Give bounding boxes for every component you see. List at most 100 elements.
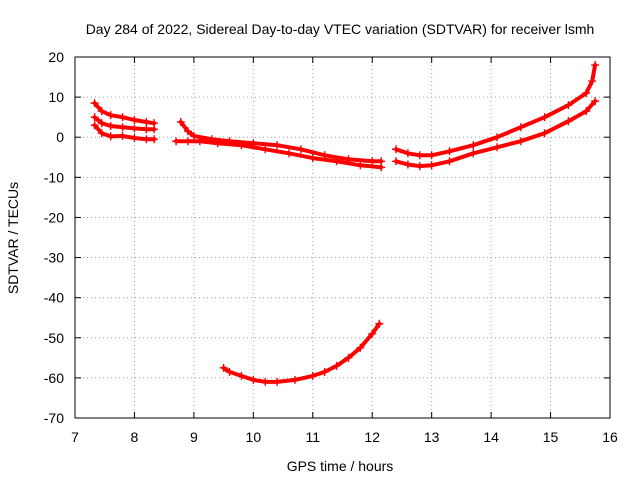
- data-point-marker: [150, 125, 159, 134]
- data-point-marker: [90, 99, 99, 108]
- data-point-marker: [493, 143, 502, 152]
- data-point-marker: [427, 151, 436, 160]
- data-point-marker: [237, 371, 246, 380]
- data-point-marker: [142, 125, 151, 134]
- data-point-marker: [540, 113, 549, 122]
- series-trail: [92, 101, 157, 126]
- series-arc-2b: [172, 137, 386, 172]
- data-point-marker: [368, 157, 377, 166]
- x-tick-label: 15: [543, 429, 559, 445]
- x-tick-label: 13: [424, 429, 440, 445]
- data-point-marker: [403, 149, 412, 158]
- y-tick-label: -30: [44, 250, 64, 266]
- data-point-marker: [290, 375, 299, 384]
- data-point-marker: [273, 141, 282, 150]
- x-tick-label: 16: [602, 429, 618, 445]
- data-point-marker: [564, 101, 573, 110]
- series-trail: [394, 63, 598, 158]
- y-tick-label: -50: [44, 330, 64, 346]
- series-layer: [90, 61, 600, 386]
- data-point-marker: [130, 124, 139, 133]
- data-point-marker: [225, 367, 234, 376]
- data-point-marker: [183, 127, 192, 136]
- data-point-marker: [237, 141, 246, 150]
- data-point-marker: [516, 137, 525, 146]
- data-point-marker: [90, 113, 99, 122]
- series-arc-4: [219, 319, 384, 386]
- data-point-marker: [150, 135, 159, 144]
- data-point-marker: [195, 137, 204, 146]
- data-point-marker: [392, 157, 400, 166]
- data-point-marker: [213, 139, 222, 148]
- series-arc-3a: [392, 61, 600, 160]
- series-arc-1c: [90, 121, 159, 144]
- x-tick-label: 9: [190, 429, 198, 445]
- y-tick-label: 0: [56, 129, 64, 145]
- data-point-marker: [285, 149, 293, 158]
- data-point-marker: [582, 107, 591, 116]
- x-tick-label: 10: [246, 429, 262, 445]
- x-tick-label: 14: [483, 429, 499, 445]
- data-point-marker: [415, 151, 424, 160]
- data-point-marker: [142, 135, 151, 144]
- data-point-marker: [106, 132, 115, 141]
- x-axis-label: GPS time / hours: [287, 458, 394, 474]
- data-point-marker: [540, 129, 549, 138]
- data-point-marker: [368, 329, 377, 338]
- y-tick-label: 10: [48, 89, 64, 105]
- data-point-marker: [118, 123, 127, 132]
- data-point-marker: [588, 77, 597, 86]
- data-point-marker: [296, 145, 305, 154]
- data-point-marker: [118, 132, 127, 141]
- data-point-marker: [142, 117, 151, 126]
- axis-ticks: 7 8 9 10 11 12 13 14 15 16 20 10 0 -10 -20 -30 -40 -50 -60…: [44, 49, 618, 445]
- y-axis-label: SDTVAR / TECUs: [5, 182, 21, 294]
- data-point-marker: [356, 161, 365, 170]
- data-point-marker: [469, 149, 478, 158]
- y-tick-label: -20: [44, 209, 64, 225]
- data-point-marker: [308, 154, 317, 163]
- data-point-marker: [106, 121, 115, 130]
- data-point-marker: [130, 115, 139, 124]
- series-arc-2a: [176, 117, 386, 166]
- x-tick-label: 12: [364, 429, 380, 445]
- data-point-marker: [332, 157, 341, 166]
- y-tick-label: -70: [44, 410, 64, 426]
- data-point-marker: [344, 353, 353, 362]
- data-point-marker: [516, 123, 525, 132]
- series-arc-1b: [90, 113, 159, 134]
- data-point-marker: [564, 117, 573, 126]
- data-point-marker: [130, 134, 139, 143]
- data-point-marker: [90, 121, 99, 130]
- y-tick-label: 20: [48, 49, 64, 65]
- data-point-marker: [591, 61, 600, 70]
- data-point-marker: [189, 132, 198, 141]
- data-point-marker: [273, 377, 282, 386]
- data-point-marker: [375, 319, 384, 328]
- x-tick-label: 7: [71, 429, 79, 445]
- data-point-marker: [356, 343, 365, 352]
- data-point-marker: [261, 377, 270, 386]
- data-point-marker: [591, 97, 600, 106]
- data-point-marker: [377, 163, 386, 172]
- data-point-marker: [106, 111, 115, 120]
- data-point-marker: [445, 157, 454, 166]
- y-tick-label: -10: [44, 169, 64, 185]
- plot-frame: [74, 56, 611, 419]
- data-point-marker: [308, 371, 317, 380]
- data-point-marker: [97, 107, 106, 116]
- data-point-marker: [427, 161, 436, 170]
- data-point-marker: [403, 160, 412, 169]
- y-tick-label: -40: [44, 290, 64, 306]
- data-point-marker: [261, 145, 270, 154]
- data-point-marker: [249, 375, 258, 384]
- data-point-marker: [469, 141, 478, 150]
- chart-title: Day 284 of 2022, Sidereal Day-to-day VTE…: [86, 21, 595, 37]
- data-point-marker: [320, 367, 329, 376]
- series-trail: [221, 321, 382, 384]
- data-point-marker: [493, 133, 502, 142]
- data-point-marker: [415, 162, 424, 171]
- x-tick-label: 8: [131, 429, 139, 445]
- data-point-marker: [332, 361, 341, 370]
